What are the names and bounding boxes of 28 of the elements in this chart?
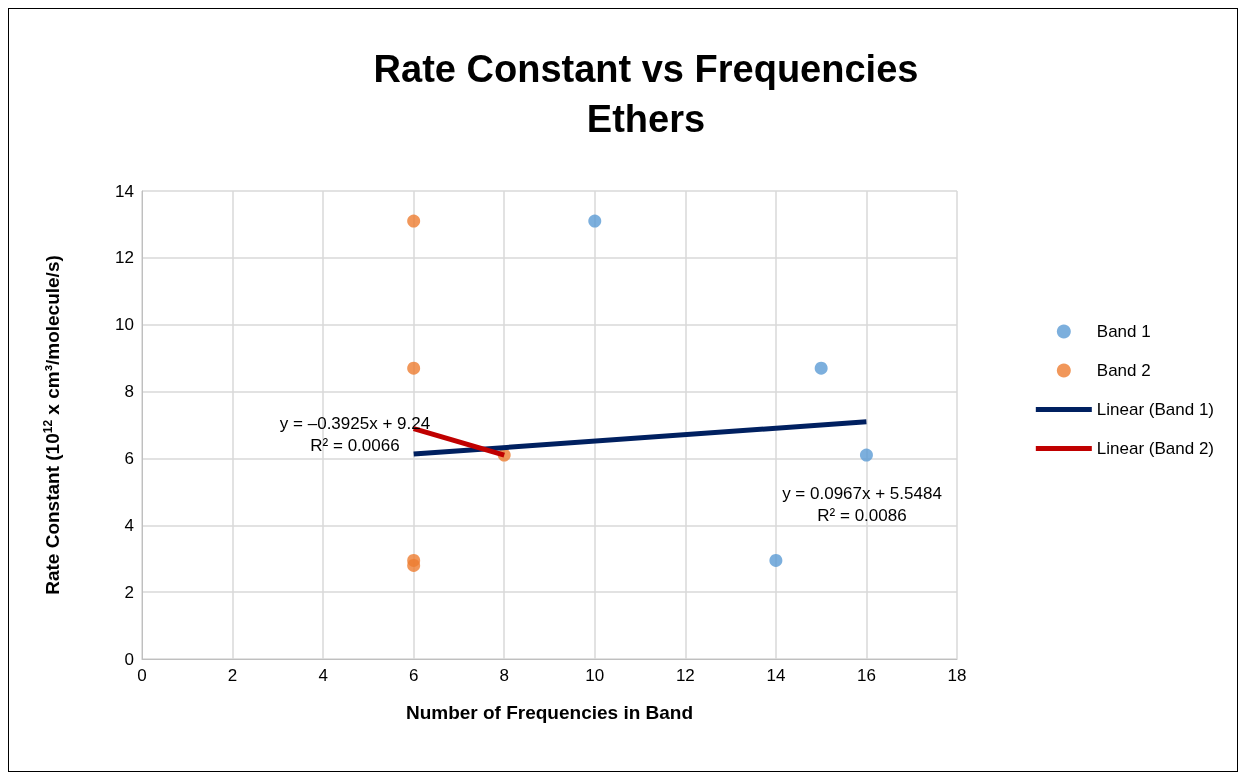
legend-label: Linear (Band 1) xyxy=(1096,400,1215,419)
annotation: y = 0.0967x + 5.5484 R² = 0.0086 xyxy=(782,483,942,525)
y-tick-label: 0 xyxy=(124,649,134,669)
chart-subtitle: Ethers xyxy=(586,98,706,140)
y-tick-label: 10 xyxy=(115,315,134,335)
legend-label: Linear (Band 2) xyxy=(1096,439,1215,458)
x-tick-label: 6 xyxy=(408,666,419,685)
x-tick-label: 4 xyxy=(318,666,328,685)
x-tick-label: 16 xyxy=(856,666,876,685)
x-tick-label: 18 xyxy=(947,666,967,685)
x-tick-label: 12 xyxy=(675,666,695,685)
x-tick-label: 14 xyxy=(766,666,786,685)
y-tick-label: 8 xyxy=(124,382,134,402)
x-tick-label: 2 xyxy=(227,666,238,685)
legend-label: Band 2 xyxy=(1096,361,1151,380)
annotation: y = –0.3925x + 9.24 R² = 0.0066 xyxy=(279,413,431,455)
y-tick-label: 4 xyxy=(124,515,134,535)
x-tick-label: 10 xyxy=(585,666,605,685)
x-axis-title: Number of Frequencies in Band xyxy=(405,702,694,723)
x-tick-label: 8 xyxy=(499,666,509,685)
y-tick-label: 14 xyxy=(115,181,134,201)
chart-title: Rate Constant vs Frequencies xyxy=(373,48,919,90)
y-tick-label: 6 xyxy=(124,448,134,468)
x-tick-label: 0 xyxy=(137,666,147,685)
y-axis-title: Rate Constant (1012 x cm³/molecule/s) xyxy=(41,255,63,595)
y-tick-label: 12 xyxy=(115,248,134,268)
legend-label: Band 1 xyxy=(1096,322,1151,341)
y-tick-label: 2 xyxy=(124,582,134,602)
